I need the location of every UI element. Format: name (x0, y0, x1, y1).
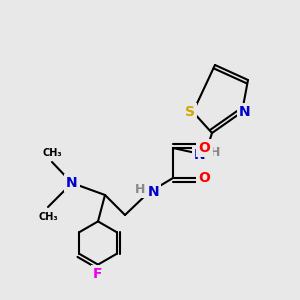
Text: S: S (185, 105, 195, 119)
Text: CH₃: CH₃ (38, 212, 58, 221)
Text: O: O (199, 171, 210, 185)
Text: O: O (199, 141, 210, 155)
Text: N: N (148, 184, 159, 199)
Text: H: H (209, 146, 220, 159)
Text: H: H (134, 183, 145, 196)
Text: N: N (194, 148, 206, 162)
Text: N: N (66, 176, 78, 190)
Text: F: F (93, 267, 103, 280)
Text: CH₃: CH₃ (42, 148, 62, 158)
Text: N: N (239, 105, 251, 119)
